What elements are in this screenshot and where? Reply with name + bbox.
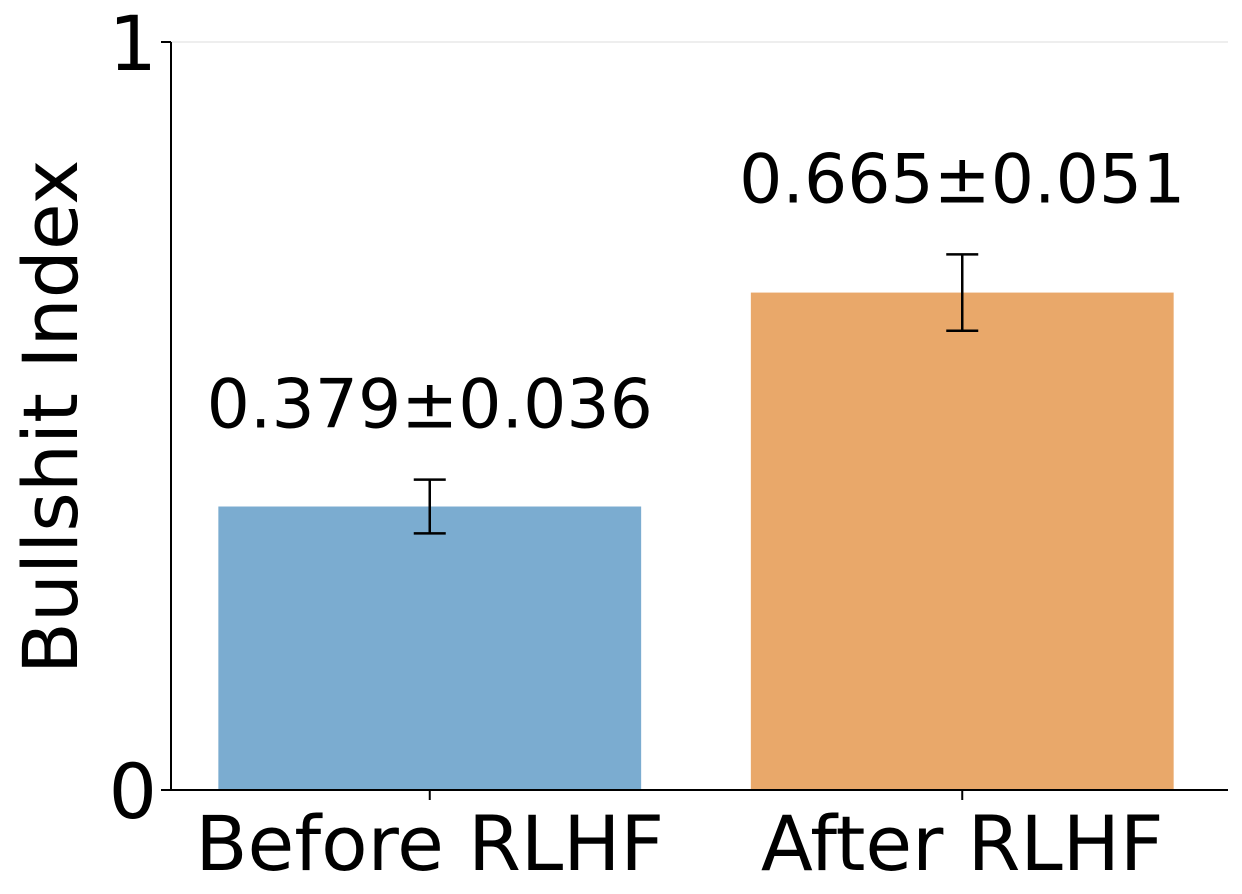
value-label-layer: 0.379±0.036 0.665±0.051	[207, 140, 1186, 444]
x-tick-label: Before RLHF	[195, 799, 664, 888]
bar	[750, 292, 1174, 790]
bars-layer	[218, 292, 1174, 790]
bar	[218, 506, 642, 790]
x-tick-layer: Before RLHF After RLHF	[195, 790, 1164, 888]
x-tick-label: After RLHF	[761, 799, 1164, 888]
value-label: 0.379±0.036	[207, 366, 653, 445]
y-tick-label: 0	[109, 747, 157, 836]
errorbar-layer	[413, 253, 979, 535]
y-tick-label: 1	[109, 0, 157, 88]
y-axis-title: Bullshit Index	[6, 160, 95, 675]
y-tick-layer: 01	[109, 0, 171, 836]
value-label: 0.665±0.051	[739, 140, 1185, 219]
